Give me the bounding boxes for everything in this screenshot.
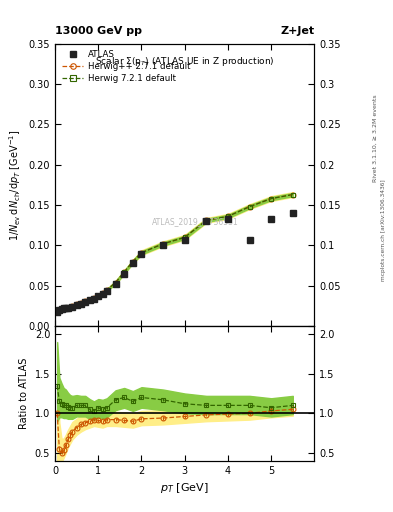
X-axis label: $p_T$ [GeV]: $p_T$ [GeV]	[160, 481, 209, 495]
Text: 13000 GeV pp: 13000 GeV pp	[55, 26, 142, 36]
Text: Rivet 3.1.10, ≥ 3.2M events: Rivet 3.1.10, ≥ 3.2M events	[373, 94, 378, 182]
Text: mcplots.cern.ch [arXiv:1306.3436]: mcplots.cern.ch [arXiv:1306.3436]	[381, 180, 386, 281]
Legend: ATLAS, Herwig++ 2.7.1 default, Herwig 7.2.1 default: ATLAS, Herwig++ 2.7.1 default, Herwig 7.…	[59, 48, 193, 85]
Text: ATLAS_2019_I1736531: ATLAS_2019_I1736531	[152, 217, 239, 226]
Y-axis label: Ratio to ATLAS: Ratio to ATLAS	[19, 358, 29, 429]
Text: Scalar $\Sigma$(p$_T$) (ATLAS UE in Z production): Scalar $\Sigma$(p$_T$) (ATLAS UE in Z pr…	[95, 55, 275, 68]
Y-axis label: $1/N_{\rm ev}\,{\rm d}N_{\rm ch}/{\rm d}p_T$ [GeV$^{-1}$]: $1/N_{\rm ev}\,{\rm d}N_{\rm ch}/{\rm d}…	[7, 129, 23, 241]
Text: Z+Jet: Z+Jet	[280, 26, 314, 36]
